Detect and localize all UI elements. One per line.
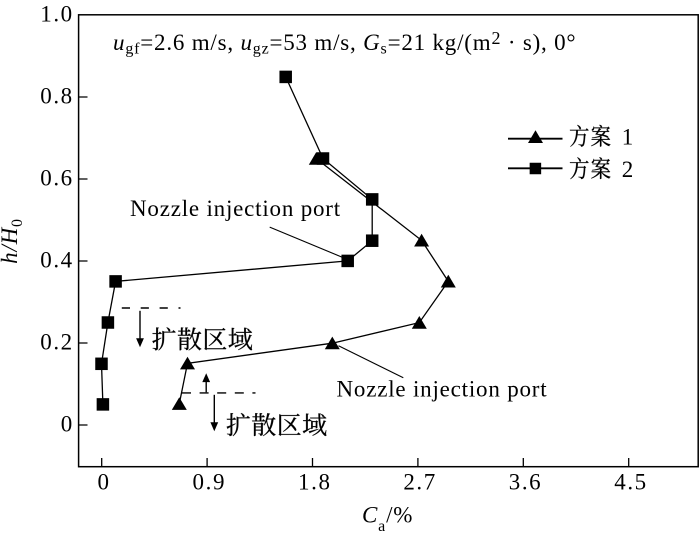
svg-text:0: 0: [97, 470, 110, 495]
svg-text:0.6: 0.6: [40, 165, 74, 190]
svg-text:ugf=2.6 m/s, ugz=53 m/s, Gs=21: ugf=2.6 m/s, ugz=53 m/s, Gs=21 kg/(m2 · …: [113, 28, 576, 58]
svg-text:4.5: 4.5: [614, 470, 648, 495]
svg-text:0.8: 0.8: [40, 83, 74, 108]
svg-text:0.2: 0.2: [40, 329, 74, 354]
svg-text:1.0: 1.0: [40, 1, 74, 26]
svg-text:1: 1: [622, 125, 634, 150]
svg-text:0: 0: [61, 411, 74, 436]
svg-text:Nozzle injection port: Nozzle injection port: [337, 376, 548, 401]
svg-text:3.6: 3.6: [509, 470, 543, 495]
svg-text:0.4: 0.4: [40, 247, 74, 272]
svg-text:2: 2: [622, 157, 634, 182]
svg-text:Nozzle injection port: Nozzle injection port: [130, 196, 341, 221]
svg-text:1.8: 1.8: [298, 470, 332, 495]
svg-text:0.9: 0.9: [193, 470, 227, 495]
svg-text:2.7: 2.7: [403, 470, 437, 495]
svg-text:h/H0: h/H0: [0, 218, 26, 264]
svg-text:Ca/%: Ca/%: [362, 503, 413, 536]
